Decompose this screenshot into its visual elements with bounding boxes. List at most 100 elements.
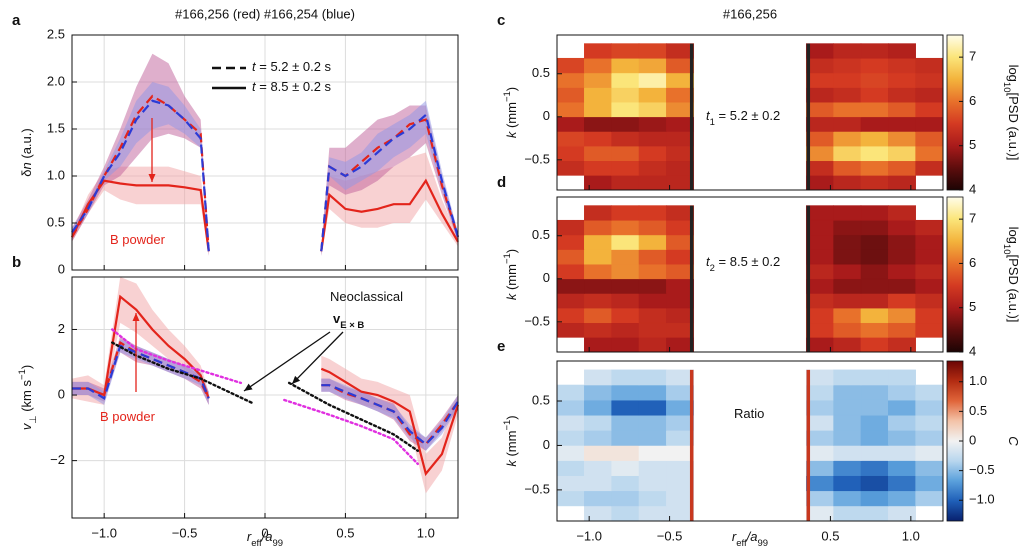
heatmap-cell xyxy=(611,414,640,431)
heatmap-cell xyxy=(666,72,695,88)
y-tick-label: 0.5 xyxy=(532,227,550,242)
heatmap-cell xyxy=(833,234,862,250)
text-part: t xyxy=(252,59,257,74)
heatmap-cell xyxy=(666,205,695,221)
heatmap-cell xyxy=(833,278,862,294)
heatmap-cell xyxy=(638,445,667,461)
colorbar-label: C xyxy=(1006,436,1021,446)
data-layer xyxy=(72,277,460,494)
text-part: [PSD (a.u.)] xyxy=(1006,255,1021,323)
text-part: eff xyxy=(251,538,262,549)
heatmap-cell xyxy=(638,145,667,162)
heatmap-cell xyxy=(556,219,585,236)
heatmap-cell xyxy=(833,43,862,59)
text-part: log xyxy=(1006,65,1021,82)
x-tick-label: −0.5 xyxy=(172,525,198,540)
text-part: ) xyxy=(19,365,34,369)
heatmap-cell xyxy=(556,101,585,118)
heatmap-cell xyxy=(860,263,889,280)
x-tick-label: −0.5 xyxy=(657,528,683,543)
text-part: C xyxy=(1006,436,1021,446)
heatmap-cell xyxy=(888,430,916,446)
text-part: 99 xyxy=(273,538,284,549)
heatmap-cell xyxy=(666,219,695,236)
plot-frame xyxy=(556,196,944,353)
heatmap-cell xyxy=(611,322,640,338)
heatmap-cell xyxy=(638,490,667,507)
heatmap-cell xyxy=(666,430,695,446)
heatmap-cell xyxy=(860,101,889,118)
text-part: −1 xyxy=(502,91,513,102)
heatmap-cell xyxy=(638,249,667,265)
panel-letter: b xyxy=(12,254,21,271)
heatmap-cell xyxy=(666,307,695,324)
text-part: (mm xyxy=(504,264,519,294)
heatmap-cell xyxy=(611,101,640,118)
heatmap-cell xyxy=(805,116,834,132)
heatmap-cell xyxy=(638,175,667,191)
heatmap-cell xyxy=(833,72,862,88)
colorbar-tick-label: 6 xyxy=(969,255,976,270)
heatmap-cell xyxy=(805,57,834,74)
heatmap-cell xyxy=(584,175,612,191)
heatmap-cell xyxy=(556,399,585,416)
text-part: (mm xyxy=(504,102,519,132)
data-layer xyxy=(556,43,944,191)
heatmap-cell xyxy=(888,307,916,324)
heatmap-cell xyxy=(584,116,612,132)
heatmap-cell xyxy=(638,43,667,59)
heatmap-cell xyxy=(805,72,834,88)
heatmap-cell xyxy=(805,101,834,118)
heatmap-cell xyxy=(805,460,834,476)
y-tick-label: 0 xyxy=(58,386,65,401)
text-part: k xyxy=(504,459,519,467)
text-part: ) xyxy=(504,249,519,253)
heatmap-cell xyxy=(584,219,612,236)
y-axis-label: k (mm−1) xyxy=(502,87,519,138)
heatmap-cell xyxy=(611,43,640,59)
heatmap-cell xyxy=(888,145,916,162)
text-part: (a.u.) xyxy=(19,128,34,162)
legend-label: t = 8.5 ± 0.2 s xyxy=(252,79,332,94)
x-tick-label: −1.0 xyxy=(576,528,602,543)
y-tick-label: 0.5 xyxy=(532,392,550,407)
colorbar-label: log10[PSD (a.u.)] xyxy=(1001,227,1021,323)
heatmap-cell xyxy=(860,57,889,74)
heatmap-cell xyxy=(584,72,612,88)
heatmap-cell xyxy=(666,160,695,176)
heatmap-cell xyxy=(611,399,640,416)
text-part: −1 xyxy=(502,420,513,431)
data-layer xyxy=(556,205,944,353)
heatmap-cell xyxy=(666,278,695,294)
heatmap-cell xyxy=(888,101,916,118)
text-part: /a xyxy=(261,529,273,544)
heatmap-cell xyxy=(666,249,695,265)
panel-letter: e xyxy=(497,338,505,355)
error-band xyxy=(72,166,209,256)
heatmap-cell xyxy=(805,145,834,162)
heatmap-cell xyxy=(556,234,585,250)
heatmap-cell xyxy=(805,384,834,401)
colorbar-tick-label: 4 xyxy=(969,343,976,358)
text-part: = 8.5 ± 0.2 s xyxy=(256,79,332,94)
heatmap-cell xyxy=(556,160,585,176)
y-axis-label: δn (a.u.) xyxy=(19,128,34,176)
error-band xyxy=(321,105,458,256)
heatmap-cell xyxy=(805,475,834,492)
annotation: t2 = 8.5 ± 0.2 xyxy=(706,254,780,274)
colorbar-tick-label: −0.5 xyxy=(969,462,995,477)
heatmap-cell xyxy=(860,384,889,401)
heatmap-cell xyxy=(833,219,862,236)
heatmap-cell xyxy=(611,219,640,236)
colorbar-tick-label: 0.5 xyxy=(969,403,987,418)
heatmap-cell xyxy=(860,43,889,59)
heatmap-cell xyxy=(833,475,862,492)
heatmap-cell xyxy=(556,460,585,476)
text-part: B powder xyxy=(100,409,156,424)
text-part: ) xyxy=(504,415,519,419)
heatmap-cell xyxy=(611,160,640,176)
series-line xyxy=(71,99,460,252)
x-tick-label: 0.5 xyxy=(336,525,354,540)
